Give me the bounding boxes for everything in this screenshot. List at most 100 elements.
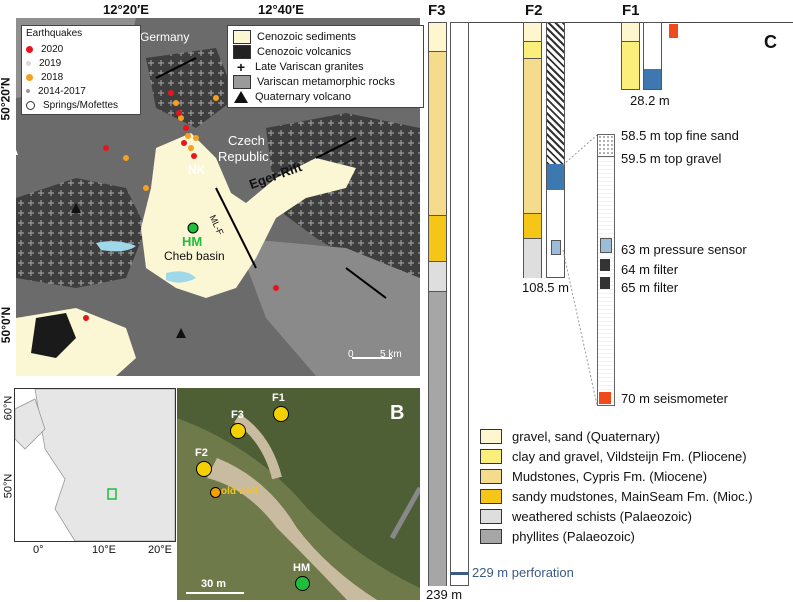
europe-inset-map (14, 388, 176, 542)
volcanics-area (31, 313, 76, 358)
dot-2018-icon (26, 73, 33, 81)
inset-lat-50: 50°N (2, 473, 15, 499)
legend-swatch-icon (480, 508, 502, 524)
hm-well-label: HM (293, 562, 311, 574)
well-f3-label: F3 (231, 409, 244, 421)
earthquake-legend: Earthquakes 2020 2019 2018 2014-2017 Spr… (21, 25, 141, 115)
metamorphic-swatch-icon (233, 74, 251, 89)
lon-label-2: 12°40′E (258, 2, 304, 17)
cross-icon: + (233, 60, 249, 74)
old-well-label: old well (221, 486, 258, 497)
map-label-germany: Germany (140, 30, 190, 44)
well-f1-label: F1 (272, 392, 285, 404)
inset-lon-10: 10°E (92, 544, 116, 556)
aerial-scale-bar (186, 592, 244, 594)
legend-swatch-icon (480, 448, 502, 464)
pressure-sensor-icon (600, 238, 612, 253)
column-f3-lithology (428, 22, 447, 586)
column-f2-casing (546, 22, 565, 278)
annotation-58m: 58.5 m top fine sand (621, 128, 739, 143)
lat-label-2: 50°0′N (0, 306, 14, 344)
eq-legend-label: 2018 (41, 71, 64, 83)
well-f1-marker-icon (273, 406, 289, 422)
panel-label-b: B (390, 402, 405, 424)
perforation-label: 229 m perforation (472, 565, 574, 580)
perforation-marker (450, 572, 469, 575)
dot-2019-icon (26, 60, 31, 66)
dot-2014-2017-icon (26, 89, 30, 93)
cheb-basin-sediments (141, 133, 356, 298)
old-well-marker-icon (210, 487, 221, 498)
map-label-hm: HM (182, 234, 203, 249)
geology-legend-label: Late Variscan granites (255, 60, 364, 73)
column-f3-casing (450, 22, 469, 586)
inset-lat-60: 60°N (2, 395, 15, 421)
inset-lon-0: 0° (33, 544, 44, 556)
geology-legend-label: Quaternary volcano (255, 90, 351, 103)
lithology-label: clay and gravel, Vildsteijn Fm. (Pliocen… (512, 448, 747, 464)
column-f2-lithology (523, 22, 542, 278)
lon-label-1: 12°20′E (103, 2, 149, 17)
column-f2-depth: 108.5 m (522, 280, 569, 295)
sediment-swatch-icon (233, 29, 251, 44)
annotation-70m: 70 m seismometer (621, 391, 728, 406)
map-label-cheb-basin: Cheb basin (164, 249, 225, 263)
eq-legend-label: 2020 (41, 43, 64, 55)
well-f2-label: F2 (195, 447, 208, 459)
seismometer-icon (599, 392, 611, 404)
volcanics-swatch-icon (233, 44, 251, 59)
annotation-65m: 65 m filter (621, 280, 679, 295)
lithology-label: Mudstones, Cypris Fm. (Miocene) (512, 468, 708, 484)
geology-legend-label: Variscan metamorphic rocks (257, 75, 395, 88)
geology-legend-label: Cenozoic volcanics (257, 45, 352, 58)
annotation-59m: 59.5 m top gravel (621, 151, 722, 166)
spring-circle-icon (26, 100, 35, 110)
well-f2-marker-icon (196, 461, 212, 477)
eq-legend-label: 2019 (39, 57, 62, 69)
legend-swatch-icon (480, 528, 502, 544)
panel-label-c: C (764, 32, 777, 52)
geology-legend-label: Cenozoic sediments (257, 30, 357, 43)
column-f1-depth: 28.2 m (630, 93, 670, 108)
inset-lon-20: 20°E (148, 544, 172, 556)
dot-2020-icon (26, 45, 33, 53)
filter-64-icon (600, 259, 610, 271)
filter-65-icon (600, 277, 610, 289)
scale-label-5km: 5 km (380, 349, 402, 360)
eq-legend-label: 2014-2017 (38, 85, 86, 97)
lithology-label: sandy mudstones, MainSeam Fm. (Mioc.) (512, 488, 753, 504)
column-f2-title: F2 (525, 2, 543, 19)
annotation-64m: 64 m filter (621, 262, 679, 277)
column-f1-lithology (621, 22, 640, 90)
map-label-czech-1: Czech (228, 133, 265, 148)
geology-legend: Cenozoic sediments Cenozoic volcanics + L… (227, 25, 424, 108)
hm-well-marker-icon (295, 576, 310, 591)
lithology-label: gravel, sand (Quaternary) (512, 428, 661, 444)
lithology-label: weathered schists (Palaeozoic) (512, 508, 692, 524)
granite-area-east (266, 113, 420, 278)
well-f3-marker-icon (230, 423, 246, 439)
lithology-label: phyllites (Palaeozoic) (512, 528, 635, 544)
map-label-nk: NK (188, 163, 206, 177)
lithology-legend: gravel, sand (Quaternary) clay and grave… (480, 426, 753, 546)
f2-pressure-sensor-icon (551, 240, 561, 255)
granite-area-north (146, 48, 236, 128)
column-f1-casing (643, 22, 662, 90)
column-f3-title: F3 (428, 2, 446, 19)
f1-seismometer-icon (669, 24, 678, 38)
granite-area-west (16, 178, 146, 288)
earthquake-legend-title: Earthquakes (26, 28, 83, 39)
column-f3-depth: 239 m (426, 587, 463, 602)
legend-swatch-icon (480, 428, 502, 444)
legend-swatch-icon (480, 468, 502, 484)
lat-label-1: 50°20′N (0, 77, 13, 121)
legend-swatch-icon (480, 488, 502, 504)
panel-label-a: A (4, 138, 19, 160)
earthquake-cluster (83, 90, 279, 321)
map-label-czech-2: Republic (218, 149, 269, 164)
column-f1-title: F1 (622, 2, 640, 19)
annotation-63m: 63 m pressure sensor (621, 242, 747, 257)
aerial-scale-label: 30 m (201, 578, 227, 590)
zoom-connector (562, 134, 598, 406)
hm-marker (187, 222, 199, 234)
